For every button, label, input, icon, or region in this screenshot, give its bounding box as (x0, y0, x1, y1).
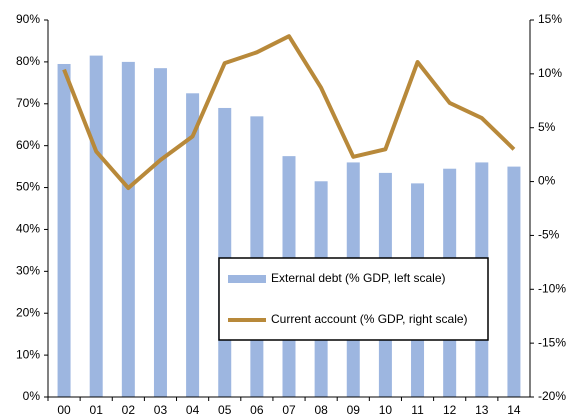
y-tick-label: 80% (16, 54, 40, 68)
x-tick-label: 08 (314, 403, 328, 417)
x-tick-label: 01 (90, 403, 104, 417)
bar (218, 107, 232, 397)
legend-label: External debt (% GDP, left scale) (271, 271, 446, 285)
x-tick-label: 11 (411, 403, 424, 417)
legend-label: Current account (% GDP, right scale) (271, 312, 468, 326)
y2-tick-label: -20% (538, 389, 566, 403)
legend-swatch (228, 275, 266, 283)
bar (507, 166, 521, 397)
y-tick-label: 10% (16, 347, 40, 361)
x-tick-label: 07 (282, 403, 296, 417)
y-tick-label: 70% (16, 96, 40, 110)
y2-tick-label: 0% (538, 174, 556, 188)
y2-tick-label: -5% (538, 228, 560, 242)
y2-tick-label: 5% (538, 120, 556, 134)
x-tick-label: 00 (57, 403, 71, 417)
x-tick-label: 05 (218, 403, 232, 417)
y2-tick-label: 15% (538, 12, 562, 26)
y2-tick-label: -10% (538, 281, 566, 295)
bar (89, 55, 103, 397)
bar (57, 63, 71, 397)
y-tick-label: 30% (16, 264, 40, 278)
x-tick-label: 06 (250, 403, 264, 417)
y-tick-label: 90% (16, 12, 40, 26)
bar (153, 68, 167, 397)
x-tick-label: 09 (347, 403, 361, 417)
x-tick-label: 13 (475, 403, 489, 417)
bar (250, 116, 264, 397)
x-tick-label: 12 (443, 403, 457, 417)
y2-tick-label: -15% (538, 335, 566, 349)
y-tick-label: 50% (16, 180, 40, 194)
y-tick-label: 40% (16, 222, 40, 236)
y-tick-label: 60% (16, 138, 40, 152)
x-tick-label: 04 (186, 403, 200, 417)
y-tick-label: 0% (23, 389, 41, 403)
bar (121, 61, 135, 398)
x-tick-label: 03 (154, 403, 168, 417)
legend-box (218, 257, 489, 341)
y2-tick-label: 10% (538, 66, 562, 80)
x-tick-label: 14 (507, 403, 521, 417)
y-tick-label: 20% (16, 305, 40, 319)
line (62, 34, 516, 191)
x-tick-label: 10 (379, 403, 393, 417)
x-tick-label: 02 (122, 403, 136, 417)
bar (186, 93, 200, 398)
